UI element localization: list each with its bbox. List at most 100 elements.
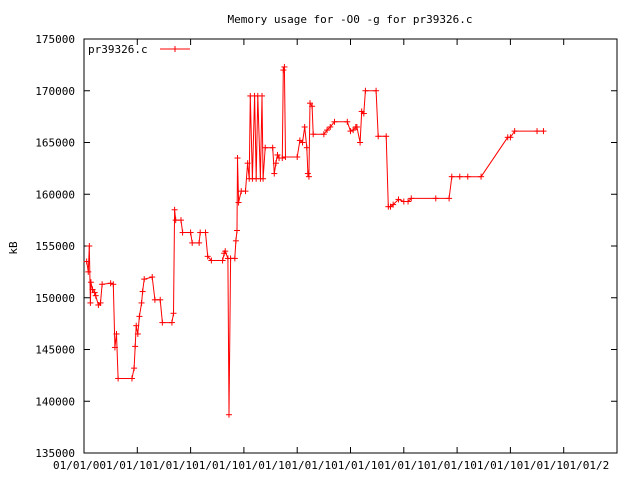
data-point <box>149 274 156 281</box>
data-point <box>405 198 412 205</box>
data-point <box>111 344 118 351</box>
series-line <box>86 66 544 415</box>
data-point <box>134 330 141 337</box>
data-point <box>231 255 238 262</box>
data-point <box>172 217 179 224</box>
data-point <box>202 229 209 236</box>
data-point <box>204 253 211 260</box>
y-axis-label: kB <box>7 241 20 255</box>
data-point <box>464 173 471 180</box>
data-point <box>324 127 331 134</box>
data-point <box>395 196 402 203</box>
data-point <box>350 127 357 134</box>
data-point <box>234 155 241 162</box>
data-point <box>110 281 117 288</box>
data-point <box>320 131 327 138</box>
data-point <box>159 319 166 326</box>
data-point <box>272 160 279 167</box>
data-point <box>448 173 455 180</box>
data-point <box>375 133 382 140</box>
data-point <box>189 239 196 246</box>
data-point <box>511 128 518 135</box>
data-point <box>271 170 278 177</box>
data-point <box>208 257 215 264</box>
data-point <box>138 299 145 306</box>
y-tick-label: 165000 <box>35 137 75 150</box>
data-point <box>87 279 94 286</box>
y-tick-label: 150000 <box>35 292 75 305</box>
data-point <box>432 195 439 202</box>
data-point <box>357 139 364 146</box>
data-point <box>139 288 146 295</box>
data-point <box>168 319 175 326</box>
data-point <box>331 118 338 125</box>
legend: pr39326.c <box>88 43 190 56</box>
data-point <box>136 313 143 320</box>
data-point <box>274 151 281 158</box>
data-point <box>456 173 463 180</box>
data-point <box>282 153 289 160</box>
data-point <box>92 292 99 299</box>
data-point <box>197 229 204 236</box>
data-point <box>244 160 251 167</box>
data-point <box>87 299 94 306</box>
data-point <box>383 133 390 140</box>
data-point <box>85 268 92 275</box>
data-point <box>303 144 310 151</box>
data-point <box>534 128 541 135</box>
data-point <box>91 289 98 296</box>
data-point <box>279 155 286 162</box>
y-tick-label: 155000 <box>35 240 75 253</box>
data-point <box>390 201 397 208</box>
data-point <box>360 110 367 117</box>
y-axis: 135000 140000 145000 150000 155000 160000 1650… <box>35 33 617 460</box>
data-point <box>170 310 177 317</box>
data-point <box>304 170 311 177</box>
data-point <box>306 100 313 107</box>
data-point <box>222 248 229 255</box>
y-tick-label: 145000 <box>35 344 75 357</box>
y-tick-label: 160000 <box>35 188 75 201</box>
data-point <box>281 63 288 70</box>
data-point <box>219 257 226 264</box>
data-point <box>131 365 138 372</box>
data-point <box>446 195 453 202</box>
data-point <box>309 103 316 110</box>
legend-label: pr39326.c <box>88 43 148 56</box>
data-point <box>233 227 240 234</box>
data-point <box>83 258 90 265</box>
data-point <box>157 296 164 303</box>
data-point <box>262 144 269 151</box>
data-point <box>235 199 242 206</box>
data-point <box>269 144 276 151</box>
data-point <box>305 173 312 180</box>
x-axis <box>83 39 618 453</box>
data-point <box>196 239 203 246</box>
y-tick-label: 135000 <box>35 447 75 460</box>
plot-area <box>83 63 547 418</box>
data-point <box>507 134 514 141</box>
data-point <box>86 243 93 249</box>
data-point <box>225 411 232 418</box>
data-point <box>301 123 308 130</box>
data-point <box>107 280 114 287</box>
data-point <box>89 286 96 293</box>
y-tick-label: 140000 <box>35 395 75 408</box>
data-point <box>141 276 148 283</box>
data-point <box>187 229 194 236</box>
data-point <box>171 206 178 213</box>
data-point <box>408 195 415 202</box>
data-point <box>128 375 135 382</box>
data-point <box>347 128 354 135</box>
data-point <box>179 229 186 236</box>
data-point <box>132 343 139 350</box>
data-point <box>373 87 380 94</box>
data-point <box>232 237 239 244</box>
data-point <box>113 330 120 337</box>
y-tick-label: 170000 <box>35 85 75 98</box>
data-point <box>353 123 360 130</box>
data-point <box>178 217 185 224</box>
data-point <box>133 322 140 329</box>
data-point <box>151 296 158 303</box>
